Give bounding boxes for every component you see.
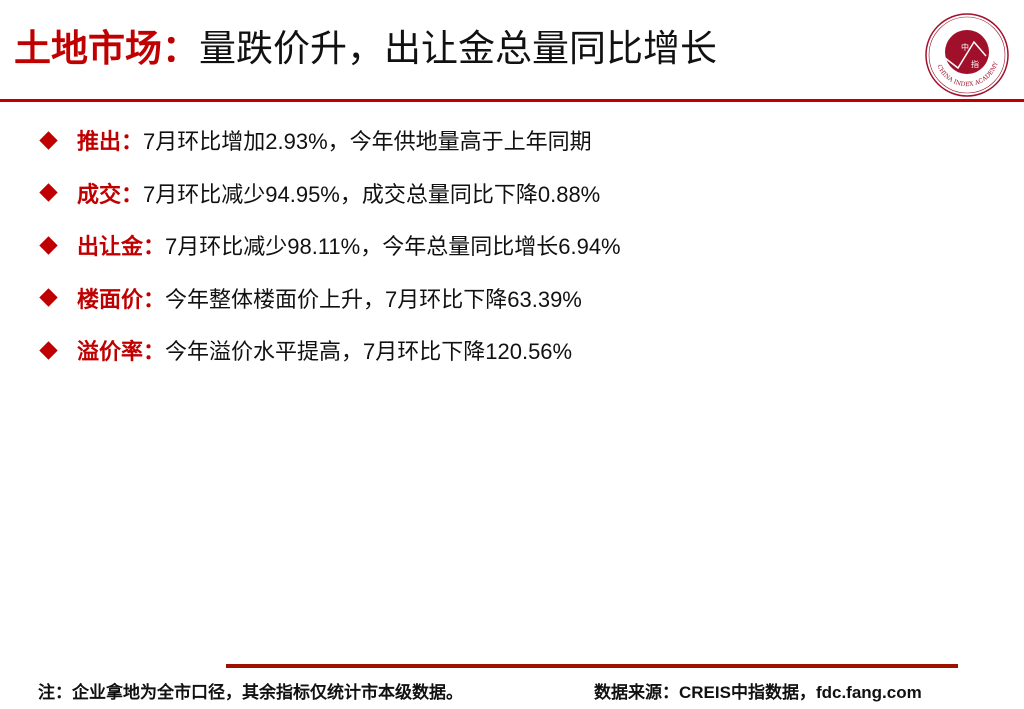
diamond-bullet-icon	[39, 236, 58, 255]
footer-note: 注：企业拿地为全市口径，其余指标仅统计市本级数据。	[38, 683, 463, 702]
item-text: 7月环比增加2.93%，今年供地量高于上年同期	[143, 129, 592, 155]
svg-text:指: 指	[971, 59, 979, 69]
list-item: 出让金： 7月环比减少98.11%，今年总量同比增长6.94%	[38, 219, 621, 272]
header-divider	[0, 99, 1024, 102]
svg-text:中: 中	[961, 42, 969, 52]
diamond-bullet-icon	[39, 131, 58, 150]
item-text: 今年整体楼面价上升，7月环比下降63.39%	[165, 286, 582, 312]
diamond-bullet-icon	[39, 288, 58, 307]
list-item: 成交： 7月环比减少94.95%，成交总量同比下降0.88%	[38, 167, 621, 220]
footer-divider	[226, 664, 958, 668]
diamond-bullet-icon	[39, 341, 58, 360]
list-item: 推出： 7月环比增加2.93%，今年供地量高于上年同期	[38, 114, 621, 167]
item-key: 出让金：	[77, 234, 166, 260]
china-index-academy-logo: 中 指 CHINA INDEX ACADEMY	[925, 13, 1009, 97]
page-title: 土地市场：量跌价升，出让金总量同比增长	[14, 26, 717, 72]
title-highlight: 土地市场：	[14, 28, 199, 69]
bullet-list: 推出： 7月环比增加2.93%，今年供地量高于上年同期 成交： 7月环比减少94.9…	[38, 114, 621, 377]
item-text: 今年溢价水平提高，7月环比下降120.56%	[165, 339, 573, 365]
list-item: 楼面价： 今年整体楼面价上升，7月环比下降63.39%	[38, 272, 621, 325]
list-item: 溢价率： 今年溢价水平提高，7月环比下降120.56%	[38, 324, 621, 377]
footer-source: 数据来源：CREIS中指数据，fdc.fang.com	[594, 683, 922, 702]
item-key: 推出：	[77, 129, 144, 155]
item-key: 楼面价：	[77, 286, 166, 312]
diamond-bullet-icon	[39, 183, 58, 202]
item-text: 7月环比减少98.11%，今年总量同比增长6.94%	[165, 234, 621, 260]
item-text: 7月环比减少94.95%，成交总量同比下降0.88%	[143, 181, 601, 207]
item-key: 成交：	[77, 181, 144, 207]
title-rest: 量跌价升，出让金总量同比增长	[199, 28, 717, 69]
item-key: 溢价率：	[77, 339, 166, 365]
